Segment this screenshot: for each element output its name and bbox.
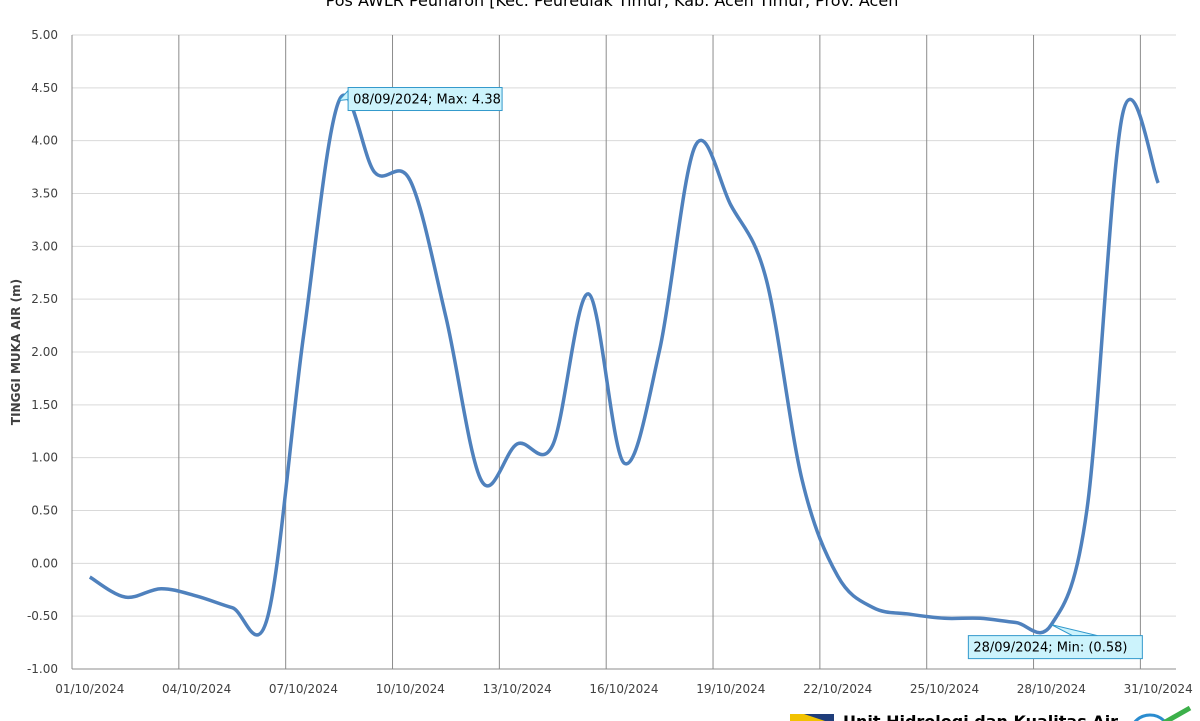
x-tick-label: 25/10/2024 <box>910 682 979 696</box>
y-tick-label: -1.00 <box>27 662 58 676</box>
y-tick-label: 5.00 <box>31 28 58 42</box>
callout-text: 28/09/2024; Min: (0.58) <box>973 641 1127 656</box>
chart-title: Pos AWLR Peunaron [Kec. Peureulak Timur,… <box>326 0 899 10</box>
y-tick-label: 0.50 <box>31 504 58 518</box>
y-tick-label: 1.50 <box>31 398 58 412</box>
y-tick-label: 1.00 <box>31 451 58 465</box>
x-tick-label: 07/10/2024 <box>269 682 338 696</box>
x-tick-label: 10/10/2024 <box>376 682 445 696</box>
callout: 08/09/2024; Max: 4.38 <box>337 87 503 112</box>
callout-pointer <box>1051 624 1098 637</box>
callout-box <box>967 635 1143 660</box>
data-line <box>88 93 1160 637</box>
x-tick-label: 13/10/2024 <box>483 682 552 696</box>
y-tick-label: 3.00 <box>31 239 58 253</box>
callout-box <box>347 87 503 112</box>
y-axis-title: TINGGI MUKA AIR (m) <box>9 279 23 425</box>
footer-logo <box>790 705 1192 721</box>
y-tick-label: 2.00 <box>31 345 58 359</box>
callout-text: 08/09/2024; Max: 4.38 <box>353 93 501 108</box>
x-tick-label: 31/10/2024 <box>1124 682 1193 696</box>
y-tick-label: 2.50 <box>31 292 58 306</box>
x-tick-label: 19/10/2024 <box>696 682 765 696</box>
y-tick-label: 4.50 <box>31 81 58 95</box>
callout: 28/09/2024; Min: (0.58) <box>967 624 1143 660</box>
x-tick-label: 04/10/2024 <box>162 682 231 696</box>
x-tick-label: 01/10/2024 <box>55 682 124 696</box>
x-tick-label: 16/10/2024 <box>589 682 658 696</box>
y-tick-label: -0.50 <box>27 609 58 623</box>
x-tick-label: 28/10/2024 <box>1017 682 1086 696</box>
y-tick-label: 3.50 <box>31 187 58 201</box>
footer-text: Unit Hidrologi dan Kualitas Air <box>843 712 1118 721</box>
y-tick-label: 0.00 <box>31 556 58 570</box>
x-tick-label: 22/10/2024 <box>803 682 872 696</box>
y-tick-label: 4.00 <box>31 134 58 148</box>
